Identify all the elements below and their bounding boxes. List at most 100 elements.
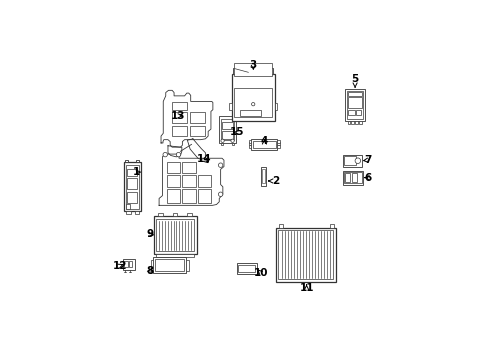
Bar (347, 121, 350, 123)
Bar (150, 260, 153, 270)
Bar (187, 213, 192, 216)
Bar (240, 110, 261, 116)
Text: 6: 6 (364, 173, 371, 183)
Bar (249, 140, 251, 143)
Bar (125, 160, 128, 162)
Circle shape (176, 152, 181, 157)
Bar (220, 143, 223, 145)
Text: 12: 12 (113, 261, 127, 270)
Text: 2: 2 (269, 176, 279, 186)
Text: 10: 10 (254, 268, 268, 278)
Bar (182, 175, 196, 187)
Bar (345, 89, 365, 121)
Bar (123, 258, 135, 270)
Circle shape (251, 103, 255, 106)
Bar (343, 171, 364, 185)
Bar (238, 265, 255, 273)
Bar (126, 204, 130, 209)
Bar (348, 97, 362, 108)
Bar (153, 257, 186, 273)
Bar (190, 112, 205, 123)
Bar (173, 213, 177, 216)
Bar (252, 141, 276, 148)
Text: 5: 5 (351, 74, 359, 87)
Bar (249, 145, 251, 148)
Bar (277, 143, 280, 145)
Bar (124, 261, 128, 267)
Bar (126, 211, 130, 214)
Text: 1: 1 (132, 167, 140, 177)
Bar (167, 189, 180, 203)
Polygon shape (161, 90, 213, 147)
Bar (262, 169, 265, 183)
Bar (277, 140, 280, 143)
Circle shape (221, 139, 224, 143)
Bar (186, 260, 189, 270)
Bar (261, 167, 266, 186)
Circle shape (219, 192, 223, 197)
Bar (345, 174, 350, 182)
Bar (172, 112, 187, 123)
Bar (234, 63, 272, 76)
Bar (136, 160, 140, 162)
Text: 8: 8 (147, 266, 153, 276)
Bar (129, 261, 132, 267)
Bar (355, 121, 358, 123)
Bar (167, 175, 180, 187)
Bar (276, 228, 336, 282)
Bar (232, 143, 235, 145)
Bar (190, 126, 205, 136)
Bar (352, 174, 357, 182)
Bar (219, 116, 236, 143)
Bar (198, 175, 211, 187)
Bar (182, 189, 196, 203)
Bar (156, 219, 195, 251)
Text: 11: 11 (299, 283, 314, 293)
Circle shape (355, 158, 361, 163)
Bar (232, 74, 275, 121)
Bar (249, 143, 251, 145)
Bar (155, 260, 184, 271)
Bar (172, 126, 187, 136)
Bar (229, 103, 232, 110)
Bar (279, 224, 283, 228)
Bar (351, 121, 354, 123)
Text: 7: 7 (364, 155, 371, 165)
Bar (153, 216, 196, 254)
Text: 13: 13 (171, 111, 185, 121)
Bar (356, 110, 361, 115)
Polygon shape (159, 154, 224, 205)
Polygon shape (187, 139, 205, 159)
Bar (344, 172, 362, 183)
Bar (135, 211, 139, 214)
Bar (123, 162, 141, 211)
Bar (343, 155, 362, 167)
Bar (127, 169, 138, 176)
Bar (172, 102, 187, 110)
Bar (359, 121, 362, 123)
Bar (158, 213, 163, 216)
Polygon shape (168, 146, 182, 157)
Bar (125, 165, 139, 209)
Bar (198, 189, 211, 203)
Bar (348, 92, 362, 96)
Bar (277, 145, 280, 148)
Text: 9: 9 (147, 229, 153, 239)
Text: 4: 4 (261, 136, 268, 146)
Bar (237, 263, 257, 274)
Bar (222, 122, 233, 129)
Circle shape (219, 163, 223, 167)
Circle shape (231, 139, 234, 143)
Bar (348, 110, 355, 115)
Bar (330, 224, 334, 228)
Bar (156, 254, 194, 257)
Bar (182, 162, 196, 174)
Bar (127, 192, 138, 203)
Bar (344, 156, 356, 165)
Bar (235, 87, 272, 117)
Bar (347, 91, 363, 118)
Circle shape (163, 152, 168, 157)
Text: 15: 15 (229, 127, 244, 138)
Bar (167, 162, 180, 174)
Bar (278, 230, 334, 279)
